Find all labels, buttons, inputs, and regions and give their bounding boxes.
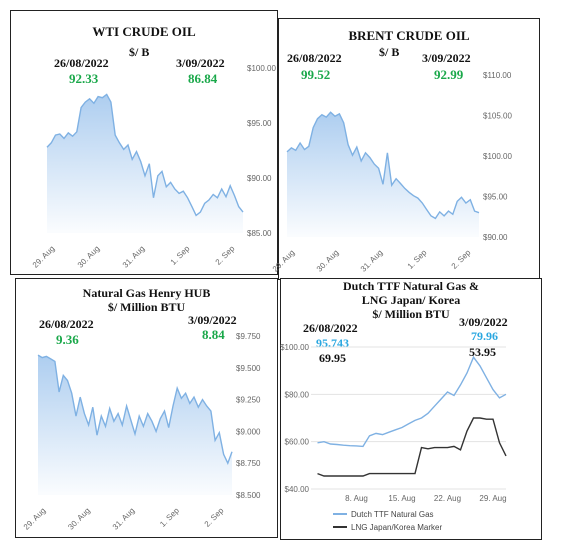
henryhub-chart: $8.500 $8.750 $9.000 $9.250 $9.500 $9.750 29. … [22,332,261,532]
y-tick-label: $95.00 [483,193,508,202]
y-tick-label: $90.00 [483,233,508,242]
x-tick-label: 15. Aug [388,494,415,503]
brent-unit: $/ B [379,45,400,59]
x-tick-label: 22. Aug [434,494,461,503]
area-fill [287,112,479,237]
y-tick-label: $110.00 [483,71,512,80]
ttf-title-line1: Dutch TTF Natural Gas & [342,279,479,293]
x-tick-label: 1. Sep [406,248,429,271]
x-tick-label: 31. Aug [359,248,385,274]
legend-label: LNG Japan/Korea Marker [351,523,442,532]
wti-title: WTI CRUDE OIL [92,24,196,39]
brent-left-value: 99.52 [301,67,331,82]
y-tick-label: $95.00 [247,119,272,128]
ttf-left-date: 26/08/2022 [303,321,358,335]
y-tick-label: $100.00 [483,152,512,161]
series-line [286,111,480,220]
y-tick-label: $9.000 [236,427,261,436]
y-tick-label: $85.00 [247,229,272,238]
series-line [37,354,233,466]
wti-left-date: 26/08/2022 [54,56,109,70]
area-fill [47,94,243,234]
brent-right-value: 92.99 [434,67,464,82]
x-tick-label: 29. Aug [22,506,48,532]
henryhub-right-date: 3/09/2022 [188,313,237,327]
ttf-lng-panel: Dutch TTF Natural Gas & LNG Japan/ Korea… [280,278,542,540]
ttf-unit: $/ Million BTU [372,307,450,321]
ttf-right-date: 3/09/2022 [459,315,508,329]
y-tick-label: $90.00 [247,174,272,183]
ttf-series-line [317,355,507,448]
henryhub-panel: Natural Gas Henry HUB $/ Million BTU 26/… [15,278,278,538]
series-line [46,93,244,217]
x-tick-label: 30. Aug [315,248,341,274]
y-tick-label: $8.750 [236,459,261,468]
x-tick-label: 2. Sep [450,248,473,271]
wti-right-date: 3/09/2022 [176,56,225,70]
y-tick-label: $105.00 [483,112,512,121]
wti-right-value: 86.84 [188,71,218,86]
x-tick-label: 1. Sep [169,244,192,267]
y-tick-label: $8.500 [236,491,261,500]
brent-left-date: 26/08/2022 [287,51,342,65]
x-tick-label: 30. Aug [76,244,102,270]
x-tick-label: 2. Sep [203,506,226,529]
y-tick-label: $9.750 [236,332,261,341]
wti-left-value: 92.33 [69,71,99,86]
y-tick-label: $100.00 [280,343,309,352]
ttf-left-value-lng: 69.95 [319,351,346,365]
ttf-title-line2: LNG Japan/ Korea [361,293,461,307]
henryhub-unit: $/ Million BTU [107,300,186,314]
y-tick-label: $9.250 [236,396,261,405]
henryhub-title: Natural Gas Henry HUB [82,286,211,300]
y-tick-label: $60.00 [285,438,310,447]
x-tick-label: 30. Aug [66,506,92,532]
y-tick-label: $40.00 [285,485,310,494]
wti-unit: $/ B [129,45,150,59]
henryhub-left-date: 26/08/2022 [39,317,94,331]
brent-panel: BRENT CRUDE OIL $/ B 26/08/2022 99.52 3/… [271,18,540,280]
henryhub-right-value: 8.84 [202,327,225,342]
x-tick-label: 29. Aug [479,494,506,503]
x-tick-label: 1. Sep [158,506,181,529]
y-tick-label: $100.00 [247,64,276,73]
y-tick-label: $80.00 [285,390,310,399]
ttf-right-value-ttf: 79.96 [471,329,498,343]
legend-label: Dutch TTF Natural Gas [351,510,434,519]
x-tick-label: 2. Sep [214,244,237,267]
area-fill [38,355,232,495]
x-tick-label: 31. Aug [111,506,137,532]
y-tick-label: $9.500 [236,364,261,373]
henryhub-left-value: 9.36 [56,332,79,347]
x-tick-label: 29. Aug [31,244,57,270]
ttf-lng-chart: $40.00 $60.00 $80.00 $100.00 8. Aug 15. Aug 22… [280,343,507,532]
lng-series-line [317,417,507,477]
ttf-right-value-lng: 53.95 [469,345,496,359]
wti-chart: $85.00 $90.00 $95.00 $100.00 29. Aug 30. Aug 3… [31,64,277,270]
x-tick-label: 8. Aug [345,494,368,503]
brent-right-date: 3/09/2022 [422,51,471,65]
brent-title: BRENT CRUDE OIL [348,28,470,43]
wti-panel: WTI CRUDE OIL $/ B 26/08/2022 92.33 3/09… [10,10,278,275]
x-tick-label: 31. Aug [121,244,147,270]
